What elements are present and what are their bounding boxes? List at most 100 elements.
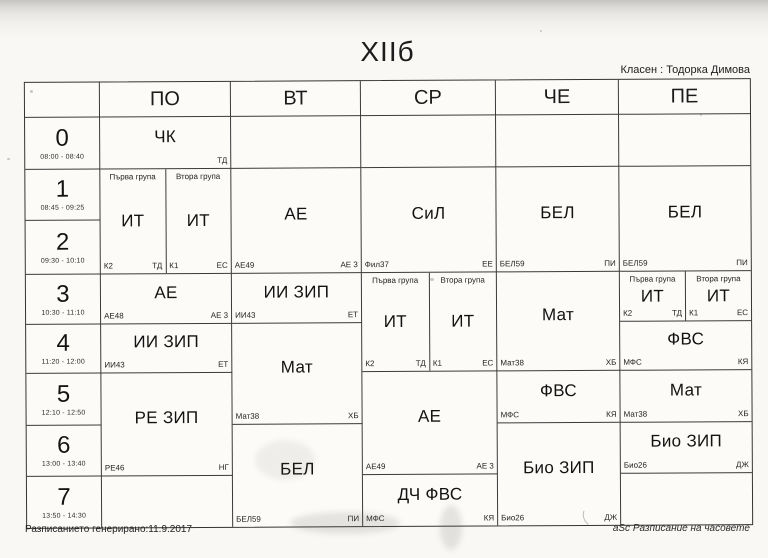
scan-smudge <box>255 440 315 480</box>
lesson-cell: ЧК ТД <box>100 116 232 170</box>
room-code: К2 <box>365 359 375 369</box>
cell-codes: К2 ТД <box>620 308 685 320</box>
cell-codes: Био26 ДЖ <box>621 460 752 473</box>
lesson-cell: ФВС МФС КЯ <box>497 370 621 424</box>
period-time: 11:20 - 12:00 <box>41 358 85 366</box>
cell-codes: ТД <box>100 156 230 169</box>
footer-generated-date: Разписанието генерирано:11.9.2017 <box>25 524 193 535</box>
subject-label: Био ЗИП <box>650 431 723 451</box>
subject-label: ИИ ЗИП <box>133 331 200 352</box>
lesson-cell: Първа група ИТ К2 ТД Втора група ИТ К1 ЕС <box>361 272 498 373</box>
lesson-cell: ИИ ЗИП ИИ43 ЕТ <box>231 273 363 324</box>
period-number: 6 <box>56 431 71 459</box>
period-label: 2 09:30 - 10:10 <box>25 220 101 275</box>
room-code: Фил37 <box>364 259 389 270</box>
lesson-cell: Мат Мат38 ХБ <box>232 323 363 425</box>
group-label: Втора група <box>696 274 741 284</box>
period-time: 09:30 - 10:10 <box>40 257 85 265</box>
lesson-cell: РЕ ЗИП РЕ46 НГ <box>101 372 233 477</box>
cell-codes: Мат38 ХБ <box>621 409 752 422</box>
lesson-cell: Първа група ИТ К2 ТД Втора група ИТ К1 ЕС <box>100 168 232 275</box>
period-time: 13:50 - 14:30 <box>42 512 87 520</box>
scan-speck <box>700 113 702 116</box>
teacher-code: ЕТ <box>347 310 359 320</box>
group-label: Втора група <box>175 171 221 182</box>
teacher-code: ТД <box>671 308 683 318</box>
empty-cell <box>619 114 751 167</box>
period-label: 0 08:00 - 08:40 <box>25 117 101 170</box>
scan-speck <box>30 90 33 93</box>
lesson-cell: Био ЗИП Био26 ДЖ <box>620 422 752 474</box>
lesson-cell: БЕЛ БЕЛ59 ПИ <box>496 166 620 273</box>
day-header: ПЕ <box>618 79 751 115</box>
scan-smudge <box>290 512 400 534</box>
teacher-code: ХБ <box>605 357 617 367</box>
cell-codes: ИИ43 ЕТ <box>101 360 231 373</box>
lesson-cell: ФВС МФС КЯ <box>620 321 752 371</box>
cell-codes: ИИ43 ЕТ <box>232 310 361 323</box>
room-code: К1 <box>432 358 442 368</box>
lesson-cell: Мат Мат38 ХБ <box>496 271 621 372</box>
teacher-code: КЯ <box>606 409 617 419</box>
group-half: Втора група ИТ К1 ЕС <box>429 272 496 370</box>
teacher-code: ХБ <box>347 411 359 421</box>
subject-label: ИИ ЗИП <box>263 281 330 302</box>
day-header: ВТ <box>230 81 362 117</box>
subject-label: ИТ <box>186 210 210 231</box>
period-time: 10:30 - 11:10 <box>41 309 85 317</box>
period-number: 4 <box>56 329 70 357</box>
cell-codes: РЕ46 НГ <box>102 463 232 476</box>
room-code: АЕ48 <box>104 311 124 321</box>
scan-speck <box>7 158 10 160</box>
cell-codes: Мат38 ХБ <box>497 358 619 371</box>
empty-cell <box>496 114 620 168</box>
subject-label: Мат <box>669 379 703 400</box>
room-code: К2 <box>623 308 633 318</box>
cell-codes: АЕ49 АЕ 3 <box>232 260 361 273</box>
room-code: К1 <box>169 261 179 271</box>
scan-speck <box>540 30 542 32</box>
empty-cell <box>231 116 362 169</box>
lesson-cell: АЕ АЕ49 АЕ 3 <box>231 168 362 274</box>
subject-label: ИТ <box>383 311 407 332</box>
subject-label: ИТ <box>121 211 145 231</box>
subject-label: АЕ <box>154 282 178 302</box>
day-header: СР <box>360 80 497 117</box>
subject-label: БЕЛ <box>540 203 575 223</box>
lesson-cell: ИИ ЗИП ИИ43 ЕТ <box>101 323 233 374</box>
room-code: МФС <box>623 357 642 367</box>
cell-codes: МФС КЯ <box>498 410 620 423</box>
room-code: К1 <box>689 308 699 318</box>
group-half: Първа група ИТ К2 ТД <box>619 271 687 321</box>
period-number: 3 <box>56 280 70 308</box>
cell-codes: БЕЛ59 ПИ <box>497 259 619 272</box>
cell-codes: БЕЛ59 ПИ <box>620 258 751 271</box>
lesson-cell: СиЛ Фил37 ЕЕ <box>361 167 497 274</box>
subject-label: ФВС <box>667 329 705 349</box>
page-title: XIIб <box>360 36 415 67</box>
scan-smudge <box>440 505 462 550</box>
subject-label: АЕ <box>417 406 442 426</box>
room-code: Био26 <box>501 513 525 523</box>
cell-codes: Фил37 ЕЕ <box>362 259 496 272</box>
teacher-code: ПИ <box>604 258 616 268</box>
cell-codes: МФС КЯ <box>620 357 751 370</box>
day-header: ПО <box>99 81 232 118</box>
room-code: МФС <box>500 410 520 420</box>
subject-label: СиЛ <box>411 203 446 223</box>
subject-label: Мат <box>280 357 313 377</box>
period-time: 08:45 - 09:25 <box>40 204 85 212</box>
cell-codes: К1 ЕС <box>166 261 231 273</box>
room-code: АЕ49 <box>365 462 386 472</box>
subject-label: РЕ ЗИП <box>134 407 199 428</box>
teacher-code: КЯ <box>737 357 749 367</box>
scan-speck <box>430 278 434 281</box>
period-number: 1 <box>55 175 70 203</box>
subject-label: ДЧ ФВС <box>397 484 463 504</box>
empty-cell <box>101 475 234 528</box>
room-code: ИИ43 <box>235 310 256 320</box>
subject-label: ЧК <box>154 126 177 146</box>
teacher-code: АЕ 3 <box>476 461 494 471</box>
teacher-code: ЕС <box>736 308 749 318</box>
teacher-code: ЕС <box>216 260 228 270</box>
